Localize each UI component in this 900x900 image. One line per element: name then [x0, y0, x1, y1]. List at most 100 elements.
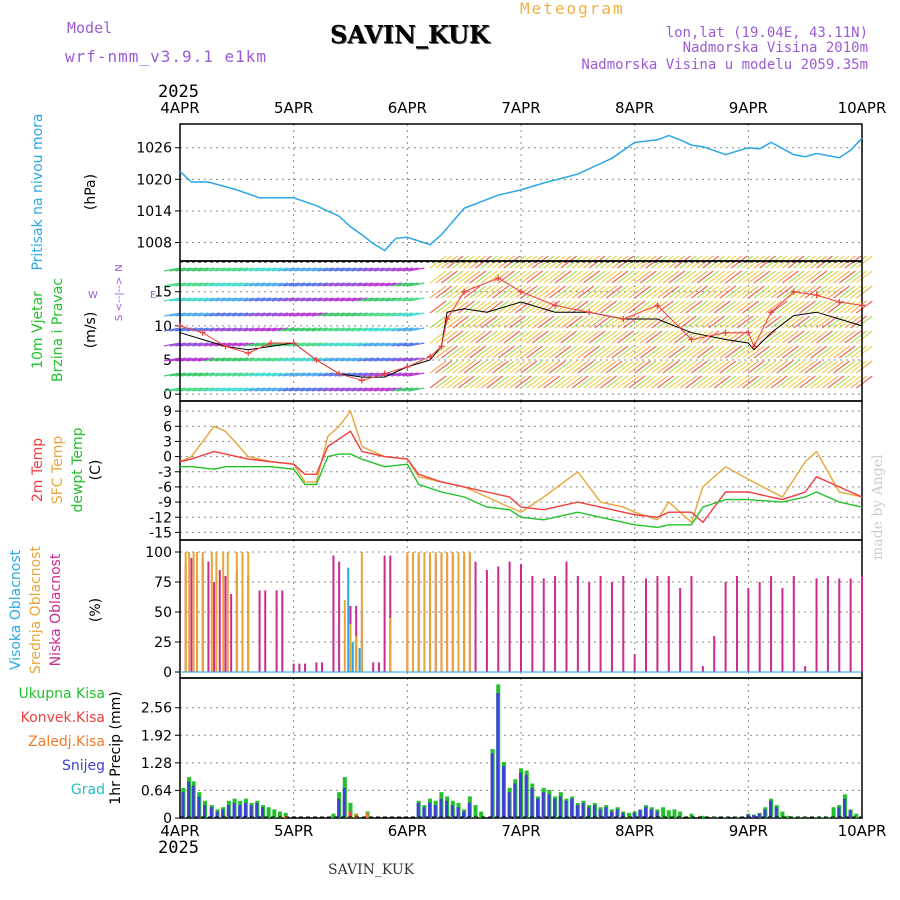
wind-barb [691, 330, 708, 344]
wind-barb [583, 345, 600, 359]
y-tick-label: 100 [145, 545, 172, 561]
wind-barb [730, 315, 748, 329]
wind-barb [810, 270, 828, 284]
wind-barb [509, 375, 526, 389]
wind-barb [220, 267, 237, 272]
wind-barb [305, 312, 323, 317]
precip-bar [507, 792, 511, 818]
precip-bar [854, 813, 859, 818]
wind-barb [770, 270, 788, 284]
wind-barb [186, 387, 203, 392]
wind-barb [549, 270, 566, 284]
wind-barb [180, 372, 198, 377]
wind-barb [374, 387, 391, 392]
wind-barb [793, 360, 811, 374]
x-tick-label-top: 9APR [729, 99, 768, 117]
panel-frame [179, 123, 863, 262]
wind-barb [345, 297, 362, 302]
wind-barb [192, 312, 209, 317]
wind-barb [554, 285, 572, 299]
wind-barb [435, 255, 453, 269]
wind-barb [787, 270, 805, 284]
wind-barb [526, 360, 544, 374]
wind-barb [668, 315, 686, 329]
precip-bar [348, 802, 353, 818]
wind-barb [668, 285, 686, 299]
wind-barb [543, 300, 561, 314]
precip-bar [626, 812, 631, 818]
wind-barb [351, 327, 368, 332]
wind-barb [441, 300, 458, 314]
wind-barb [770, 360, 788, 374]
wind-barb [622, 270, 640, 284]
x-tick-label-top: 6APR [388, 99, 427, 117]
wind-barb [396, 342, 414, 347]
wind-barb [220, 297, 237, 302]
x-tick-label-top: 10APR [838, 99, 887, 117]
wind-barb [628, 300, 646, 314]
wind-barb [435, 375, 453, 389]
precip-bar [780, 811, 785, 818]
wind-barb [566, 315, 583, 329]
wind-barb [163, 312, 181, 317]
wind-barb [634, 300, 652, 314]
wind-barb [379, 357, 397, 362]
cloud-bar [508, 561, 511, 672]
precip-bar [473, 805, 478, 818]
wind-barb [605, 330, 623, 344]
cloud-bar [588, 582, 591, 672]
wind-barb [357, 387, 374, 392]
wind-barb [283, 372, 300, 377]
wind-barb [679, 285, 697, 299]
wind-barb [435, 270, 453, 284]
wind-barb [209, 327, 226, 332]
wind-barb [583, 300, 600, 314]
gust-marker [290, 339, 297, 346]
cloud-bar [235, 552, 238, 672]
wind-barb [543, 315, 561, 329]
wind-barb [249, 327, 266, 332]
wind-barb [827, 315, 845, 329]
precip-bar [191, 785, 195, 818]
wind-barb [782, 315, 799, 329]
wind-barb [463, 330, 481, 344]
wind-barb [543, 285, 561, 299]
wind-barb [691, 270, 708, 284]
cloud-bar [565, 561, 568, 672]
wind-barb [549, 345, 566, 359]
precip-bar [575, 805, 579, 818]
x-tick-label-bottom: 5APR [274, 822, 313, 840]
precip-bar [825, 817, 830, 818]
wind-barb [850, 300, 867, 314]
wind-barb [294, 387, 311, 392]
wind-barb [833, 345, 850, 359]
wind-barb [793, 330, 811, 344]
wind-barb [232, 342, 249, 347]
cloud-bar [347, 567, 350, 672]
wind-barb [323, 297, 340, 302]
precip-bar [342, 787, 346, 818]
wind-barb [753, 345, 771, 359]
wind-barb [441, 255, 458, 269]
wind-barb [323, 312, 340, 317]
precip-bar [757, 813, 761, 818]
wind-barb [441, 375, 458, 389]
wind-barb [651, 300, 669, 314]
wind-barb [192, 282, 209, 287]
wind-barb [266, 312, 283, 317]
wind-barb [197, 297, 215, 302]
precip-bar [416, 802, 420, 818]
wind-barb [838, 315, 856, 329]
wind-barb [458, 375, 475, 389]
wind-barb [368, 297, 385, 302]
wind-barb [674, 255, 691, 269]
wind-barb [311, 312, 328, 317]
wind-barb [634, 330, 652, 344]
wind-barb [622, 285, 640, 299]
wind-barb [328, 312, 345, 317]
wind-barb [850, 375, 867, 389]
footer-station: SAVIN_KUK [328, 862, 415, 878]
wind-barb [793, 345, 811, 359]
wind-barb [463, 300, 481, 314]
wind-barb [566, 330, 583, 344]
